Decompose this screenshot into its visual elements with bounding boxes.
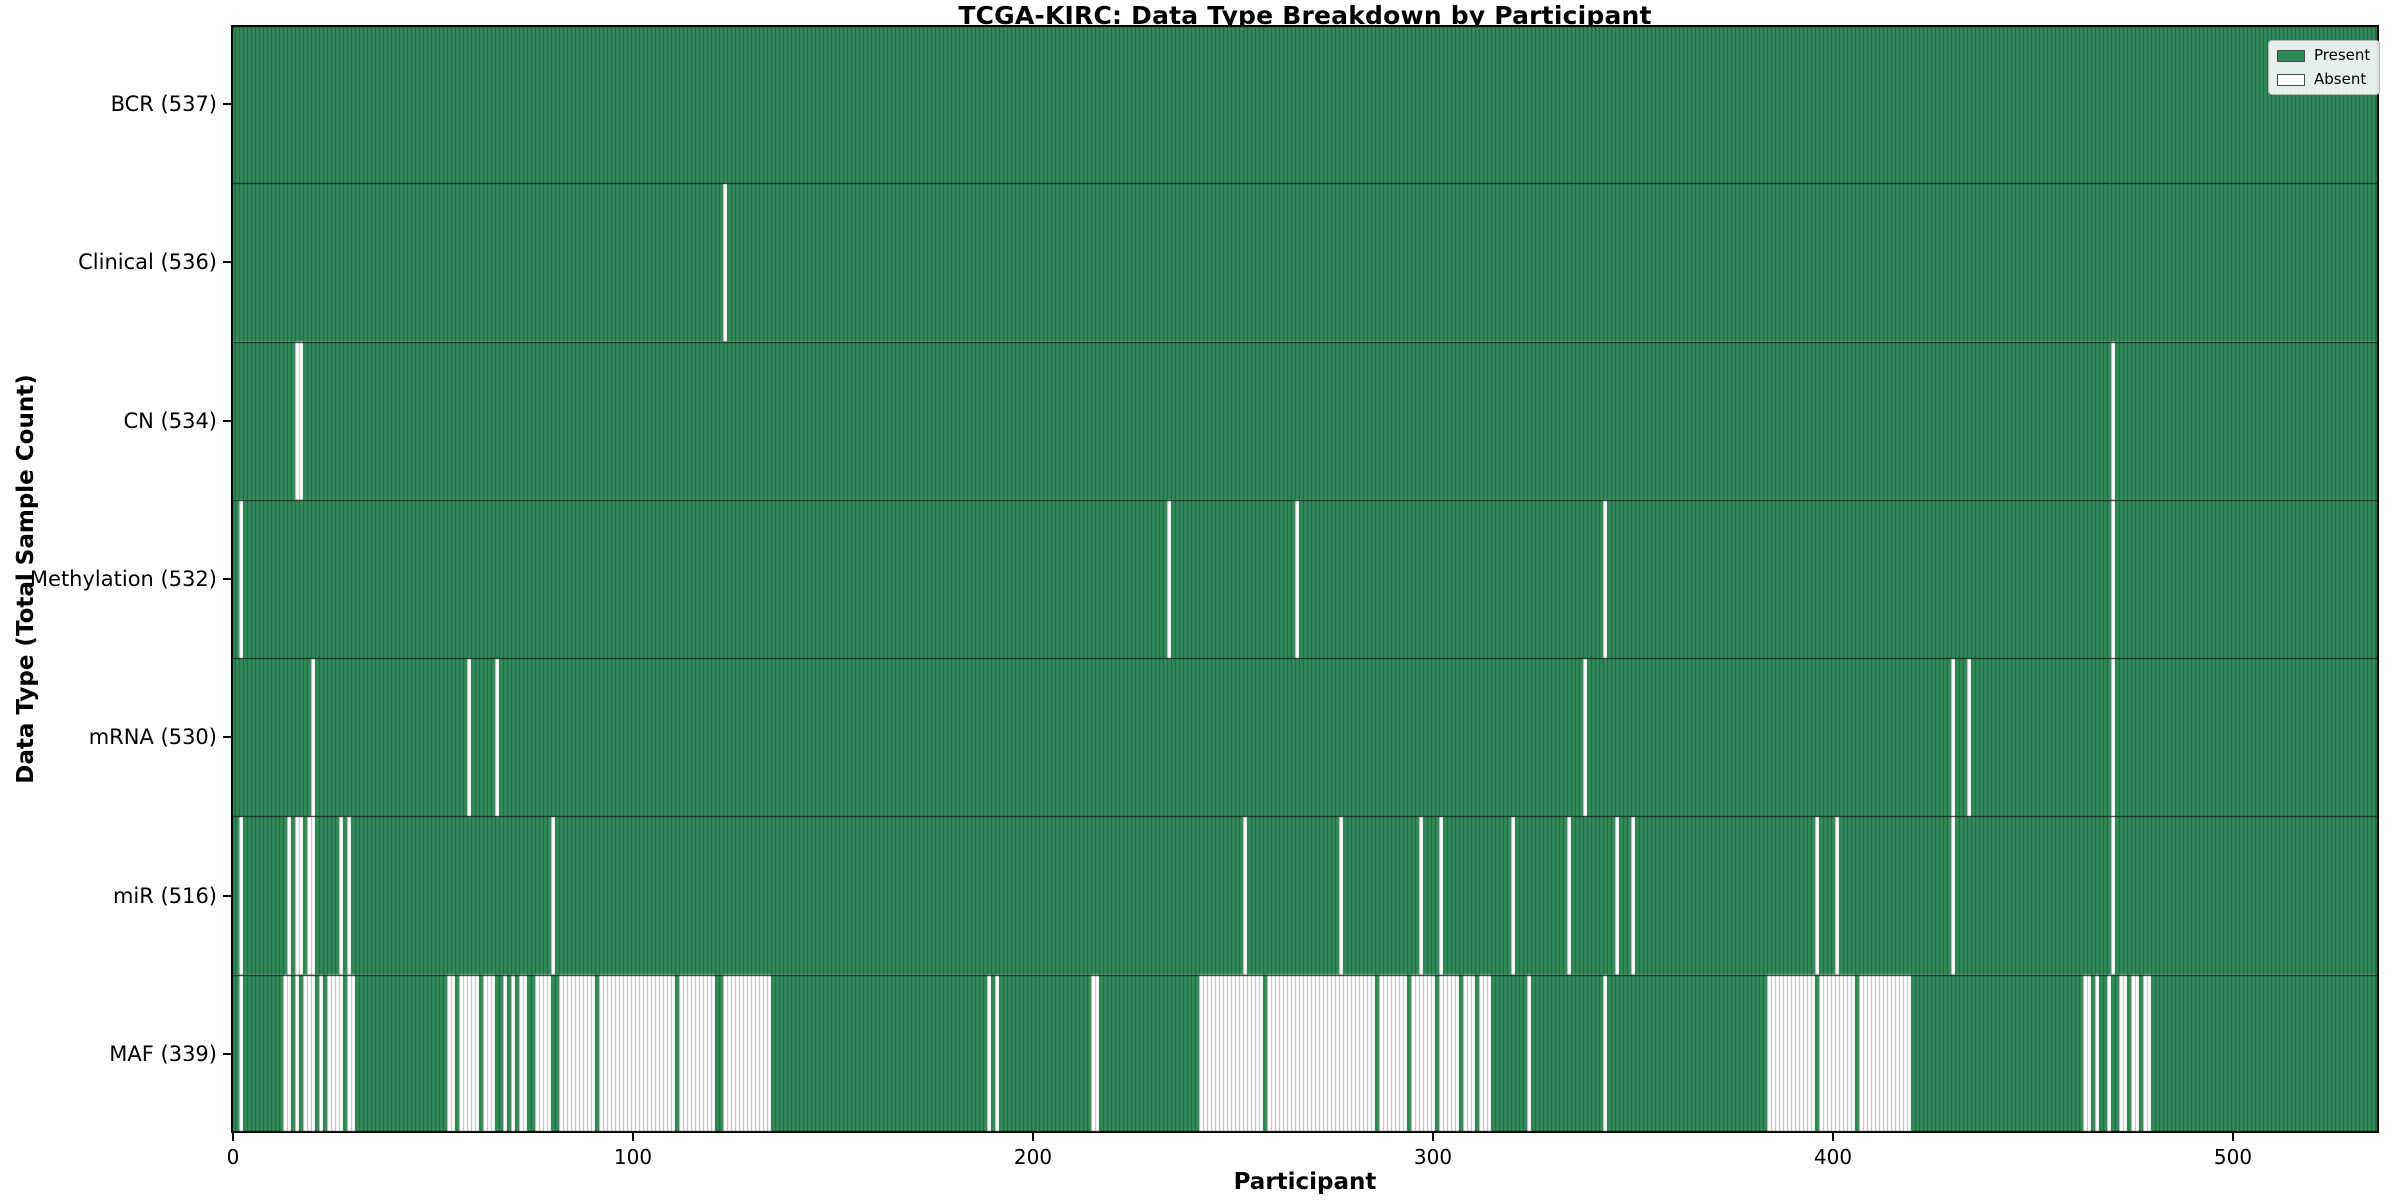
y-tick-mark-Clinical bbox=[223, 261, 231, 264]
x-tick-label-400: 400 bbox=[1813, 1145, 1853, 1169]
x-tick-mark-100 bbox=[632, 1133, 634, 1141]
y-tick-mark-Methylation bbox=[223, 578, 231, 580]
x-tick-label-0: 0 bbox=[226, 1145, 240, 1169]
legend: Present Absent bbox=[2268, 40, 2381, 95]
y-tick-mark-CN bbox=[223, 419, 231, 422]
y-tick-mark-MAF bbox=[223, 1052, 231, 1055]
y-tick-label-miR: miR (516) bbox=[112, 883, 217, 908]
y-tick-mark-BCR bbox=[223, 103, 231, 106]
x-tick-mark-200 bbox=[1032, 1133, 1034, 1141]
absent-swatch-icon bbox=[2277, 73, 2305, 86]
x-tick-label-300: 300 bbox=[1413, 1145, 1453, 1169]
x-tick-mark-500 bbox=[2232, 1133, 2234, 1141]
y-tick-mark-mRNA bbox=[223, 736, 231, 739]
x-tick-mark-0 bbox=[232, 1133, 234, 1141]
y-tick-label-Methylation: Methylation (532) bbox=[29, 567, 217, 591]
y-tick-label-Clinical: Clinical (536) bbox=[78, 250, 217, 275]
y-tick-label-CN: CN (534) bbox=[123, 408, 217, 433]
x-tick-label-200: 200 bbox=[1013, 1145, 1053, 1169]
presence-matrix-canvas bbox=[231, 25, 2379, 1133]
present-swatch-icon bbox=[2277, 49, 2305, 62]
legend-entry-absent: Absent bbox=[2277, 71, 2370, 88]
y-tick-label-mRNA: mRNA (530) bbox=[88, 725, 217, 750]
x-axis-label: Participant bbox=[1233, 1169, 1377, 1195]
legend-label-present: Present bbox=[2314, 46, 2371, 64]
plot-area bbox=[231, 25, 2379, 1133]
y-tick-label-BCR: BCR (537) bbox=[110, 92, 217, 117]
x-tick-mark-400 bbox=[1832, 1133, 1834, 1141]
x-tick-label-500: 500 bbox=[2213, 1145, 2253, 1169]
x-tick-label-100: 100 bbox=[613, 1145, 653, 1169]
legend-entry-present: Present bbox=[2277, 47, 2370, 64]
legend-label-absent: Absent bbox=[2314, 70, 2367, 88]
y-tick-mark-miR bbox=[223, 894, 231, 897]
y-tick-label-MAF: MAF (339) bbox=[109, 1041, 217, 1066]
x-tick-mark-300 bbox=[1432, 1133, 1434, 1141]
